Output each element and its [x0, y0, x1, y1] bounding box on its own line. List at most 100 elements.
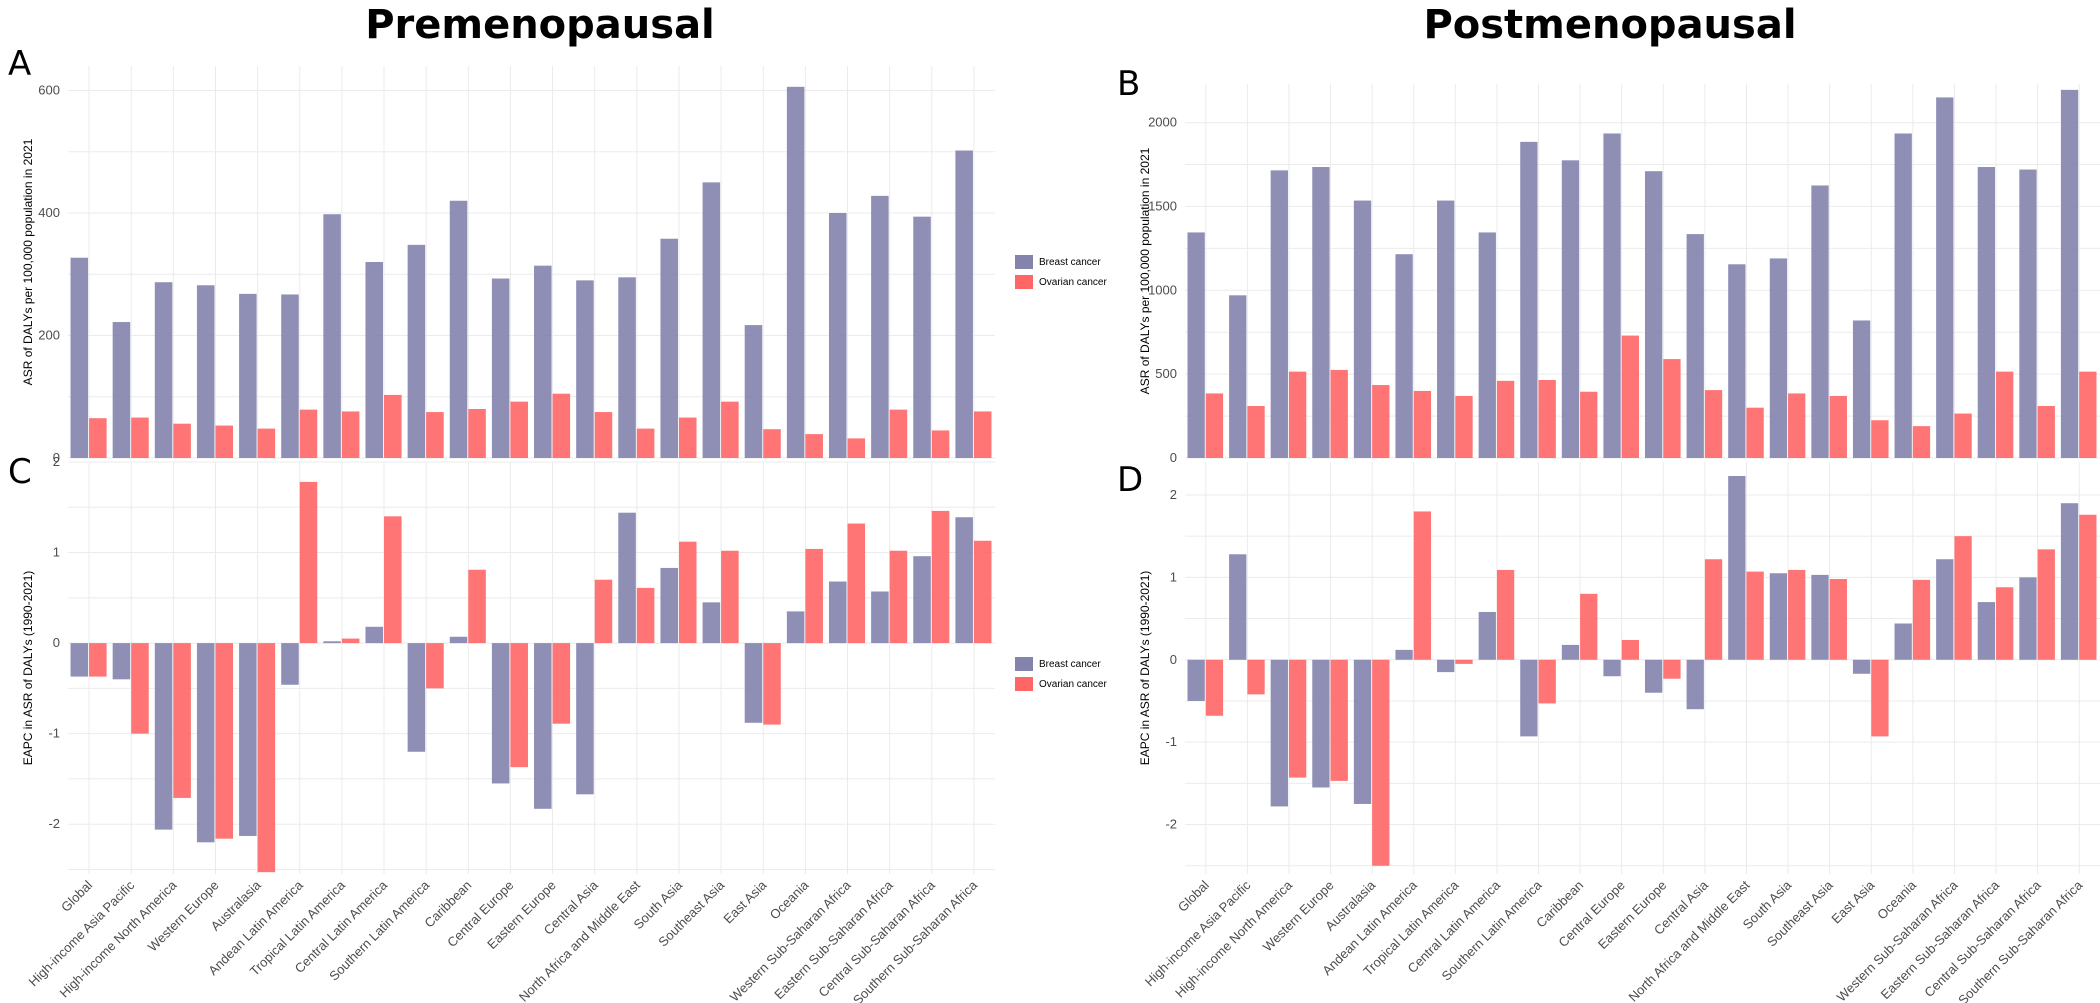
bar-breast-c-15 [702, 602, 721, 644]
bar-ovarian-a-7 [384, 394, 402, 458]
bar-breast-d-12 [1686, 659, 1704, 710]
bar-ovarian-c-14 [678, 541, 697, 644]
bar-breast-b-19 [1977, 167, 1996, 458]
bar-ovarian-a-8 [426, 412, 444, 458]
bar-breast-b-7 [1478, 232, 1496, 458]
bar-ovarian-a-10 [510, 401, 528, 458]
bar-breast-d-13 [1728, 476, 1746, 660]
bar-ovarian-c-0 [89, 643, 107, 677]
bar-ovarian-a-18 [847, 438, 866, 458]
bar-breast-c-10 [491, 643, 510, 784]
bar-breast-a-5 [281, 294, 299, 458]
bar-ovarian-b-17 [1912, 426, 1931, 458]
y-tick-label: 1000 [1148, 282, 1177, 297]
bar-breast-d-2 [1270, 659, 1288, 807]
bar-ovarian-d-6 [1455, 659, 1473, 664]
bar-ovarian-a-21 [973, 411, 992, 458]
bar-ovarian-b-21 [2079, 371, 2097, 458]
bar-ovarian-a-13 [636, 428, 655, 458]
legend-premenopausal-bottom: Breast cancer Ovarian cancer [1015, 654, 1107, 694]
bar-breast-a-20 [913, 216, 931, 458]
panel-letter-b: B [1117, 64, 1141, 104]
bar-breast-d-14 [1769, 573, 1788, 660]
bar-breast-b-0 [1187, 232, 1205, 458]
bar-ovarian-b-19 [1996, 371, 2014, 458]
bar-breast-d-17 [1894, 623, 1912, 660]
bar-breast-c-0 [70, 643, 89, 677]
bar-ovarian-c-17 [805, 548, 823, 644]
bar-breast-d-1 [1229, 554, 1247, 660]
bar-ovarian-c-5 [299, 481, 318, 644]
bar-breast-a-6 [323, 214, 341, 458]
bar-breast-b-21 [2060, 89, 2079, 458]
bar-ovarian-b-4 [1372, 385, 1390, 458]
bar-ovarian-c-2 [173, 643, 191, 798]
bar-breast-c-8 [407, 643, 426, 752]
bar-breast-c-16 [744, 643, 763, 723]
bar-ovarian-c-21 [973, 540, 992, 644]
bar-breast-c-14 [660, 567, 678, 644]
bar-ovarian-b-5 [1413, 390, 1432, 458]
bar-ovarian-c-18 [847, 523, 866, 644]
panel-letter-a: A [8, 44, 32, 84]
bar-breast-d-19 [1977, 602, 1996, 660]
bar-breast-d-11 [1644, 659, 1663, 693]
bar-ovarian-a-19 [889, 409, 908, 458]
title-postmenopausal: Postmenopausal [1423, 2, 1797, 48]
x-tick-label: Global [1175, 877, 1212, 914]
bar-ovarian-c-7 [384, 516, 402, 644]
bar-breast-a-16 [744, 325, 763, 458]
bar-ovarian-b-15 [1829, 395, 1847, 458]
bar-breast-b-13 [1728, 264, 1746, 458]
y-tick-label: 0 [53, 635, 60, 650]
bar-ovarian-a-3 [215, 425, 234, 458]
bar-ovarian-c-1 [131, 643, 149, 734]
y-tick-label: 500 [1155, 366, 1177, 381]
y-tick-label: 200 [38, 328, 60, 343]
bar-ovarian-a-9 [468, 409, 486, 458]
bar-breast-b-3 [1312, 167, 1330, 458]
bar-ovarian-d-4 [1372, 659, 1390, 866]
bar-breast-c-19 [871, 591, 889, 644]
bar-breast-d-0 [1187, 659, 1205, 701]
legend-swatch-ovarian [1015, 677, 1033, 691]
bar-ovarian-d-7 [1496, 569, 1515, 660]
y-axis-title: ASR of DALYs per 100,000 population in 2… [21, 138, 35, 385]
bar-breast-c-20 [913, 556, 931, 644]
bar-ovarian-d-14 [1788, 569, 1806, 660]
bar-ovarian-a-2 [173, 423, 191, 458]
bar-breast-a-14 [660, 238, 678, 458]
bar-ovarian-c-3 [215, 643, 234, 839]
bar-ovarian-b-3 [1330, 369, 1348, 458]
bar-breast-c-1 [112, 643, 131, 680]
bar-ovarian-a-1 [131, 417, 149, 458]
bar-ovarian-d-15 [1829, 579, 1847, 660]
bar-ovarian-a-17 [805, 434, 823, 458]
bar-ovarian-a-15 [721, 401, 739, 458]
bar-breast-a-11 [534, 265, 552, 458]
bar-breast-d-20 [2019, 577, 2037, 660]
bar-breast-a-2 [154, 282, 173, 458]
bar-ovarian-b-13 [1746, 407, 1764, 458]
bar-ovarian-b-0 [1205, 393, 1224, 458]
bar-ovarian-a-11 [552, 393, 571, 458]
bar-ovarian-c-13 [636, 587, 655, 644]
bar-breast-a-8 [407, 244, 426, 458]
bar-breast-c-4 [239, 643, 257, 836]
y-tick-label: 400 [38, 205, 60, 220]
bar-ovarian-d-13 [1746, 571, 1764, 660]
bar-breast-d-5 [1395, 649, 1413, 660]
bar-breast-a-3 [196, 285, 215, 458]
bar-ovarian-c-9 [468, 569, 486, 644]
panel-letter-c: C [8, 452, 32, 492]
bar-breast-b-11 [1644, 171, 1663, 459]
bar-ovarian-c-15 [721, 550, 739, 644]
y-axis-title: EAPC in ASR of DALYs (1990-2021) [1138, 571, 1152, 766]
x-tick-label: East Asia [720, 877, 769, 926]
title-premenopausal: Premenopausal [365, 2, 715, 48]
bar-breast-a-0 [70, 257, 89, 458]
legend-label-ovarian: Ovarian cancer [1039, 678, 1107, 690]
bar-breast-b-4 [1353, 200, 1372, 458]
bar-breast-a-10 [491, 278, 510, 458]
